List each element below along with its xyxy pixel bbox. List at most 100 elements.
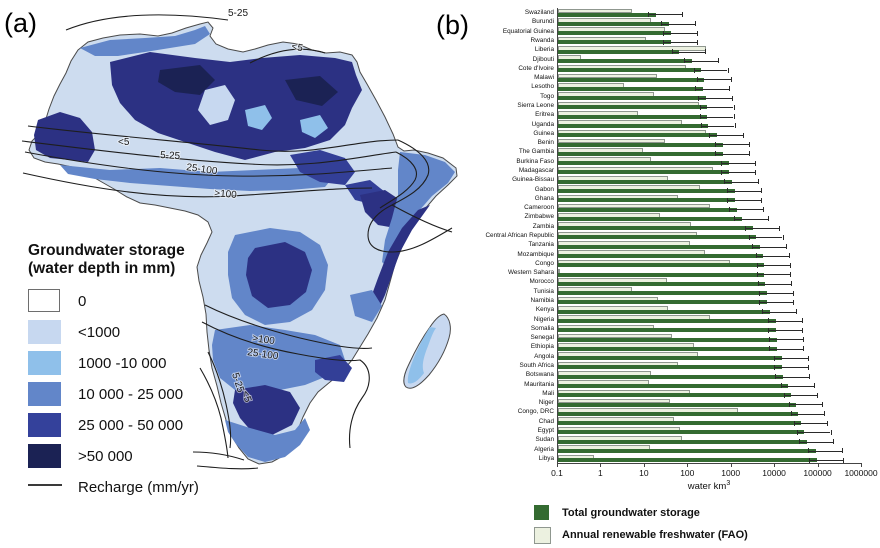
error-bar-cap (693, 67, 695, 73)
country-row: Gabon (535, 184, 862, 194)
storage-bar (558, 86, 703, 91)
country-row: The Gambia (519, 147, 862, 157)
country-row: Namibia (531, 296, 862, 305)
legend-item-label: 0 (78, 293, 87, 310)
recharge-contour (192, 451, 245, 461)
x-tick-label: 10 (639, 468, 649, 478)
storage-bar (558, 430, 805, 435)
error-bar-cap (757, 281, 759, 287)
x-tick (557, 463, 558, 467)
country-row: Egypt (538, 426, 862, 435)
storage-bar (558, 374, 783, 379)
error-bar-cap (727, 67, 729, 73)
country-label: Swaziland (524, 9, 554, 17)
country-label: Cameroon (524, 204, 554, 212)
error-bar (774, 357, 808, 359)
country-label: Malawi (534, 74, 554, 82)
error-bar-cap (793, 290, 795, 296)
country-label: Togo (540, 92, 554, 100)
error-bar-cap (752, 244, 754, 250)
error-bar-cap (730, 77, 732, 82)
recharge-contour (196, 465, 259, 470)
error-bar (700, 125, 735, 127)
x-tick-label: 10000 (762, 468, 786, 478)
contour-label: 5-25 (228, 8, 248, 19)
country-row: Ethiopia (531, 342, 862, 352)
storage-bar (558, 216, 742, 221)
error-bar-cap (802, 327, 804, 333)
error-bar (759, 292, 794, 294)
error-bar-cap (733, 114, 735, 120)
storage-bar (558, 114, 708, 119)
storage-bar (558, 68, 702, 73)
legend-swatch-icon (28, 351, 61, 375)
country-label: Libya (538, 454, 554, 462)
error-bar-cap (748, 142, 750, 147)
error-bar-cap (790, 411, 792, 417)
error-bar-cap (705, 49, 707, 55)
map-legend-item: <1000 (28, 320, 258, 345)
error-bar-cap (803, 337, 805, 342)
error-bar-cap (793, 420, 795, 426)
error-bar (759, 302, 794, 304)
error-bar-cap (769, 337, 771, 342)
country-label: Tunisia (533, 287, 554, 295)
storage-bar (558, 421, 802, 426)
error-bar (696, 79, 731, 81)
error-bar (709, 135, 743, 137)
error-bar (699, 107, 734, 109)
x-tick (861, 463, 862, 467)
storage-bar (558, 235, 757, 240)
country-label: Tanzania (528, 241, 554, 249)
recharge-contour (249, 48, 326, 64)
country-label: Namibia (530, 297, 554, 304)
storage-bar (558, 458, 817, 463)
country-row: Eritrea (535, 110, 862, 120)
error-bar-cap (748, 234, 750, 240)
country-label: Sierra Leone (517, 102, 554, 109)
error-bar-cap (814, 383, 816, 389)
map-legend-item: >50 000 (28, 444, 258, 469)
error-bar (807, 450, 842, 452)
legend-swatch-icon (28, 289, 60, 312)
error-bar-cap (762, 309, 764, 315)
country-label: The Gambia (518, 148, 554, 156)
storage-bar (558, 411, 799, 416)
contour-label: >100 (252, 333, 276, 347)
storage-bar (558, 105, 708, 110)
storage-bar (558, 179, 732, 184)
error-bar (693, 70, 728, 72)
error-bar-cap (760, 197, 762, 203)
error-bar (783, 395, 818, 397)
map-region (246, 242, 312, 308)
country-label: Western Sahara (507, 269, 554, 277)
storage-bar (558, 77, 705, 82)
storage-bar (558, 356, 782, 361)
country-label: Madagascar (518, 167, 554, 174)
error-bar-cap (734, 216, 736, 222)
country-row: Mauritania (524, 379, 862, 389)
error-bar-cap (842, 457, 844, 463)
error-bar (755, 255, 790, 257)
error-bar (768, 330, 803, 332)
error-bar (756, 265, 791, 267)
map-region (212, 325, 345, 395)
country-row: Malawi (534, 73, 862, 82)
country-label: Gabon (534, 185, 554, 193)
country-row: Togo (540, 92, 862, 101)
renewable-legend-label: Annual renewable freshwater (FAO) (562, 529, 748, 541)
country-row: Libya (539, 454, 862, 463)
error-bar-cap (700, 123, 702, 129)
error-bar-cap (728, 86, 730, 92)
country-label: Somalia (530, 324, 554, 332)
x-tick-label: 1000000 (844, 468, 878, 478)
error-bar-cap (734, 123, 736, 129)
error-bar-cap (796, 309, 798, 315)
country-row: Swaziland (525, 8, 862, 17)
legend-swatch-icon (28, 444, 61, 468)
error-bar-cap (682, 12, 684, 17)
country-row: Angola (534, 352, 862, 361)
error-bar-cap (775, 374, 777, 380)
country-label: Central African Republic (485, 232, 554, 239)
map-region (245, 105, 272, 130)
